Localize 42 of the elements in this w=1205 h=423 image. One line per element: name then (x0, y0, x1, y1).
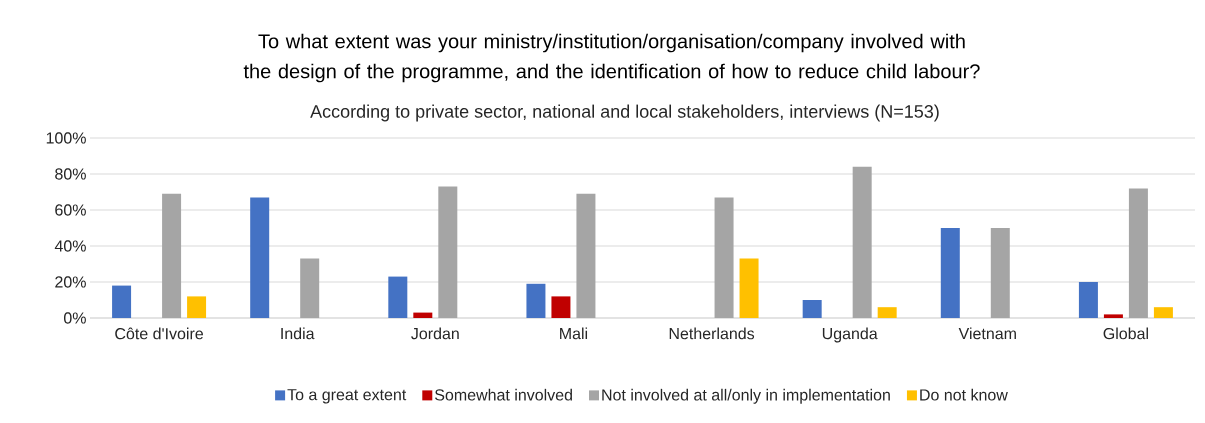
chart-title: To what extent was your ministry/institution/organisation/company involved with the design of the programme, and the identification of how to reduce child labour? (243, 33, 980, 83)
bar (739, 258, 759, 318)
legend-label: Not involved at all/only in implementation (602, 388, 890, 404)
legend-label: Somewhat involved (435, 388, 572, 401)
x-tick-label: Netherlands (669, 327, 755, 340)
x-tick-label: Jordan (411, 327, 459, 340)
bar (877, 307, 897, 318)
bar (1128, 188, 1148, 318)
bar (300, 258, 320, 318)
bar (551, 296, 571, 318)
bar (112, 285, 132, 318)
bar (388, 276, 408, 318)
bar (940, 227, 960, 318)
y-tick-label: 100% (46, 132, 86, 144)
x-tick-label: Global (1103, 327, 1148, 340)
bar (576, 193, 596, 318)
y-tick-label: 0% (63, 312, 86, 324)
x-tick-label: India (281, 327, 315, 340)
bar (1103, 314, 1123, 318)
chart-subtitle: According to private sector, national and local stakeholders, interviews (N=153) (310, 104, 939, 122)
bar (852, 166, 872, 318)
bar (714, 197, 734, 318)
bar (250, 197, 270, 318)
y-tick-label: 20% (55, 276, 86, 288)
legend-label: Do not know (920, 388, 1008, 401)
x-tick-label: Côte d'Ivoire (115, 327, 203, 340)
bar (162, 193, 182, 318)
bar (438, 186, 458, 318)
x-tick-label: Uganda (822, 327, 878, 343)
bar (1078, 281, 1098, 318)
y-tick-label: 80% (55, 168, 86, 180)
y-tick-label: 60% (55, 204, 86, 216)
y-tick-label: 40% (54, 240, 86, 252)
x-tick-label: Vietnam (958, 327, 1016, 340)
bar (802, 299, 822, 318)
bar (990, 227, 1010, 318)
bar (526, 283, 546, 318)
x-tick-label: Mali (560, 327, 588, 340)
bar (1153, 307, 1173, 318)
bar (187, 296, 207, 318)
bar (413, 312, 433, 318)
legend-label: To a great extent (287, 389, 407, 404)
